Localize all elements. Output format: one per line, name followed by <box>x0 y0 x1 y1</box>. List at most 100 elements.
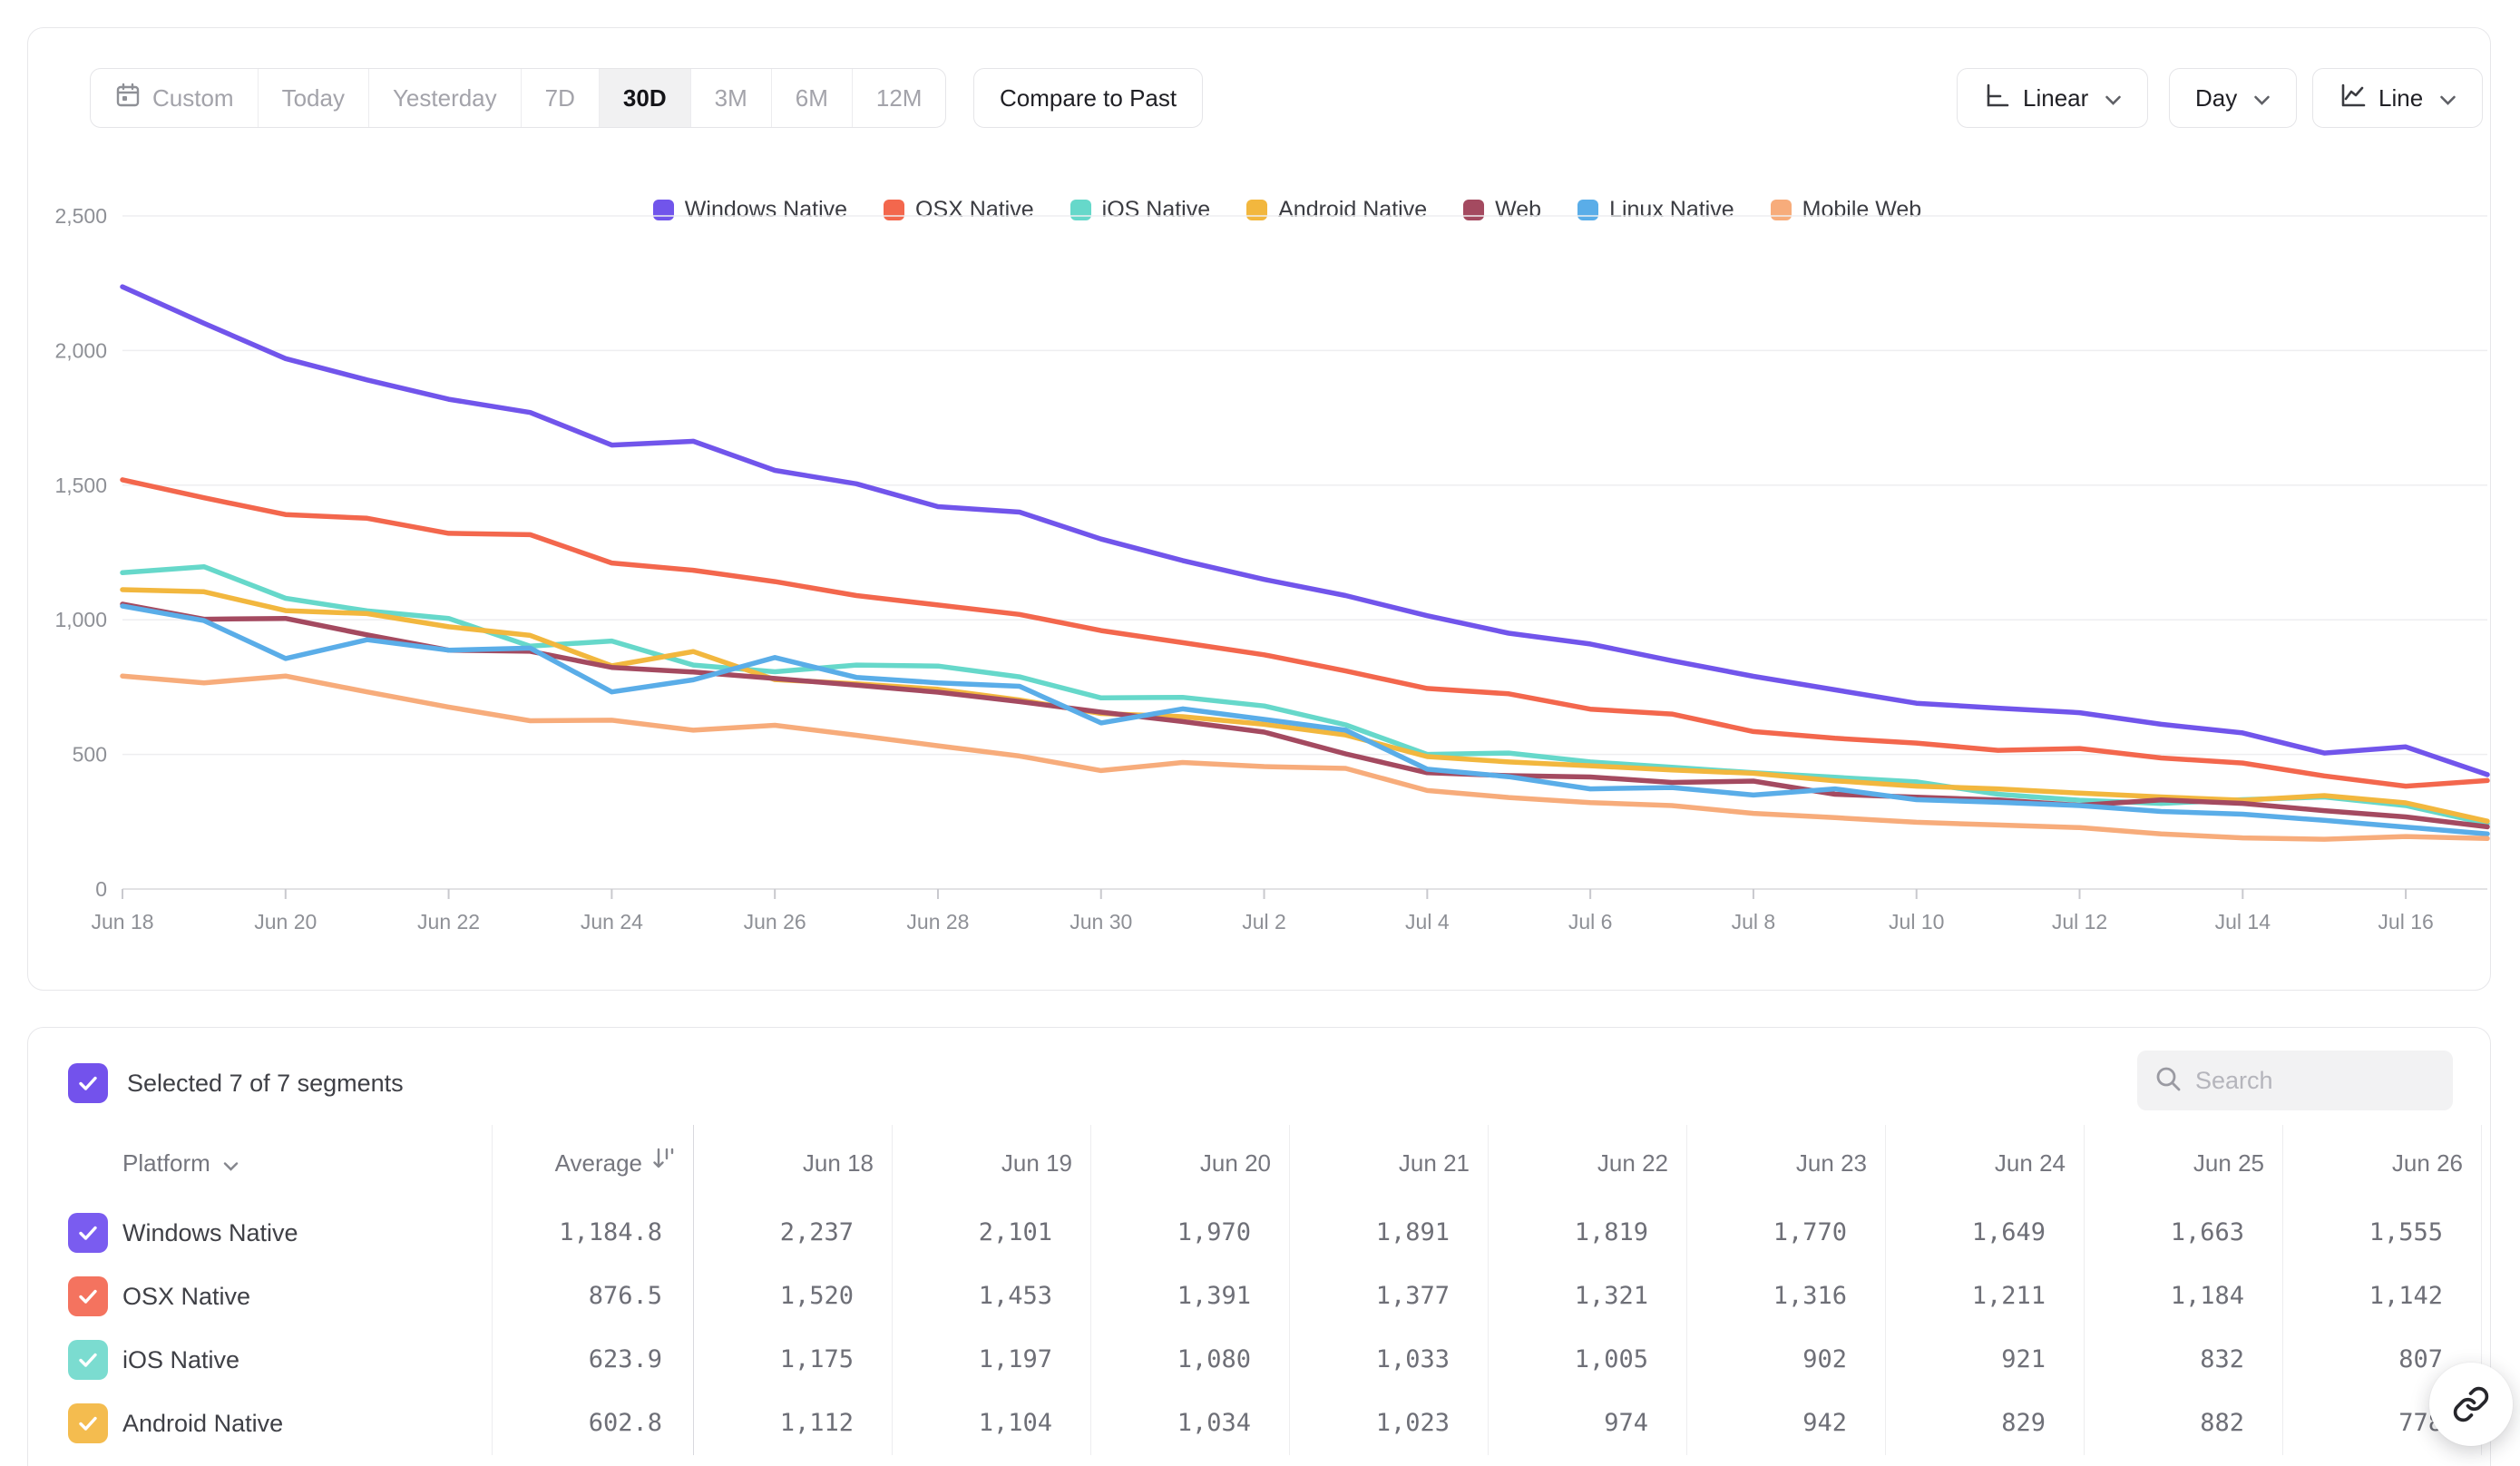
value-osx-native-jun-26: 1,142 <box>2283 1265 2482 1328</box>
x-axis-label: Jul 8 <box>1732 910 1776 933</box>
legend-label: iOS Native <box>1101 197 1211 222</box>
platform-column-header[interactable]: Platform <box>96 1125 492 1201</box>
average-value-ios-native: 623.9 <box>492 1328 694 1392</box>
share-link-button[interactable] <box>2429 1363 2513 1446</box>
date-column-header[interactable]: Jun 24 <box>1886 1125 2085 1201</box>
legend-item-linux-native[interactable]: Linux Native <box>1577 197 1734 223</box>
series-line-windows-native[interactable] <box>120 284 2490 777</box>
line-chart-icon <box>2339 82 2366 115</box>
sort-descending-icon <box>651 1125 675 1201</box>
date-column-header[interactable]: Jun 23 <box>1687 1125 1886 1201</box>
selected-segments-summary: Selected 7 of 7 segments <box>127 1070 404 1097</box>
search-input[interactable] <box>2195 1066 2437 1095</box>
date-range-label: Today <box>281 83 345 112</box>
y-axis-label: 2,500 <box>54 204 107 228</box>
platform-cell-osx-native: OSX Native <box>96 1265 492 1328</box>
scale-dropdown-label: Linear <box>2023 83 2089 112</box>
platform-name: Windows Native <box>122 1219 298 1246</box>
interval-dropdown-label: Day <box>2195 83 2238 112</box>
calendar-icon <box>114 82 142 115</box>
search-box[interactable] <box>2137 1051 2453 1110</box>
x-axis-label: Jun 24 <box>581 910 643 933</box>
checkmark-icon <box>79 1416 97 1431</box>
segment-checkbox-android-native[interactable] <box>68 1403 108 1443</box>
segment-checkbox-osx-native[interactable] <box>68 1276 108 1316</box>
date-range-custom[interactable]: Custom <box>91 69 258 127</box>
segments-table: Platform Average Jun 18 Jun 19 Jun 20 Jun 21 J… <box>38 1125 2482 1455</box>
date-range-30d[interactable]: 30D <box>598 69 690 127</box>
line-chart[interactable]: 0 500 1,000 1,500 2,000 2,500 Jun 18 Jun 20 Jun … <box>27 27 2491 991</box>
date-range-label: Custom <box>152 83 234 112</box>
value-android-native-jun-19: 1,104 <box>893 1392 1091 1455</box>
segments-card <box>27 1027 2491 1466</box>
x-axis-label: Jun 28 <box>906 910 969 933</box>
value-windows-native-jun-21: 1,891 <box>1290 1201 1489 1265</box>
segment-checkbox-windows-native[interactable] <box>68 1213 108 1253</box>
date-range-selector: Custom Today Yesterday 7D 30D 3M 6M 12M <box>90 68 947 128</box>
chart-type-dropdown-label: Line <box>2378 83 2424 112</box>
linear-scale-icon <box>1983 82 2010 115</box>
legend-item-ios-native[interactable]: iOS Native <box>1070 197 1210 223</box>
x-axis-label: Jul 12 <box>2052 910 2107 933</box>
chart-type-dropdown[interactable]: Line <box>2312 68 2484 128</box>
series-line-ios-native[interactable] <box>120 563 2490 826</box>
series-line-osx-native[interactable] <box>120 477 2490 789</box>
value-windows-native-jun-25: 1,663 <box>2085 1201 2283 1265</box>
compare-to-past-button[interactable]: Compare to Past <box>973 68 1204 128</box>
checkmark-icon <box>79 1076 97 1090</box>
date-column-header[interactable]: Jun 20 <box>1091 1125 1290 1201</box>
legend-item-windows-native[interactable]: Windows Native <box>652 197 848 223</box>
date-column-header[interactable]: Jun 26 <box>2283 1125 2482 1201</box>
date-range-label: 12M <box>875 83 923 112</box>
y-axis-label: 0 <box>95 877 107 901</box>
value-ios-native-jun-23: 902 <box>1687 1328 1886 1392</box>
date-column-header[interactable]: Jun 21 <box>1290 1125 1489 1201</box>
platform-header-label: Platform <box>122 1149 210 1177</box>
platform-cell-ios-native: iOS Native <box>96 1328 492 1392</box>
date-column-header[interactable]: Jun 22 <box>1489 1125 1687 1201</box>
x-axis-label: Jun 30 <box>1070 910 1132 933</box>
series-line-android-native[interactable] <box>120 587 2490 824</box>
date-range-label: 30D <box>622 83 667 112</box>
scale-dropdown[interactable]: Linear <box>1957 68 2149 128</box>
legend-label: Web <box>1495 197 1542 222</box>
value-android-native-jun-23: 942 <box>1687 1392 1886 1455</box>
chevron-down-icon <box>2439 84 2457 112</box>
value-ios-native-jun-26: 807 <box>2283 1328 2482 1392</box>
value-osx-native-jun-18: 1,520 <box>694 1265 893 1328</box>
platform-name: iOS Native <box>122 1346 240 1373</box>
interval-dropdown[interactable]: Day <box>2169 68 2298 128</box>
y-axis-label: 500 <box>73 743 107 767</box>
value-windows-native-jun-26: 1,555 <box>2283 1201 2482 1265</box>
date-range-label: 3M <box>714 83 747 112</box>
date-range-yesterday[interactable]: Yesterday <box>367 69 521 127</box>
value-windows-native-jun-24: 1,649 <box>1886 1201 2085 1265</box>
link-icon <box>2453 1386 2489 1422</box>
chevron-down-icon <box>2253 84 2271 112</box>
y-axis-label: 1,500 <box>54 474 107 497</box>
chevron-down-icon <box>2105 84 2122 112</box>
legend-label: OSX Native <box>915 197 1034 222</box>
row-checkbox-cell-windows-native <box>38 1201 108 1265</box>
average-column-header[interactable]: Average <box>492 1125 694 1201</box>
select-all-checkbox[interactable] <box>68 1063 108 1103</box>
header-spacer <box>38 1125 96 1201</box>
date-range-7d[interactable]: 7D <box>520 69 599 127</box>
segment-checkbox-ios-native[interactable] <box>68 1340 108 1380</box>
date-range-6m[interactable]: 6M <box>770 69 852 127</box>
date-column-header[interactable]: Jun 19 <box>893 1125 1091 1201</box>
date-column-header[interactable]: Jun 18 <box>694 1125 893 1201</box>
value-android-native-jun-24: 829 <box>1886 1392 2085 1455</box>
chart-legend: Windows Native OSX Native iOS Native Androi… <box>55 197 2519 223</box>
value-android-native-jun-22: 974 <box>1489 1392 1687 1455</box>
platform-cell-android-native: Android Native <box>96 1392 492 1455</box>
series-line-mobile-web[interactable] <box>120 673 2490 842</box>
date-range-12m[interactable]: 12M <box>851 69 946 127</box>
date-column-header[interactable]: Jun 25 <box>2085 1125 2283 1201</box>
legend-label: Windows Native <box>684 197 848 222</box>
date-range-3m[interactable]: 3M <box>689 69 771 127</box>
value-osx-native-jun-20: 1,391 <box>1091 1265 1290 1328</box>
date-range-today[interactable]: Today <box>257 69 368 127</box>
value-osx-native-jun-22: 1,321 <box>1489 1265 1687 1328</box>
series-line-linux-native[interactable] <box>120 603 2490 836</box>
